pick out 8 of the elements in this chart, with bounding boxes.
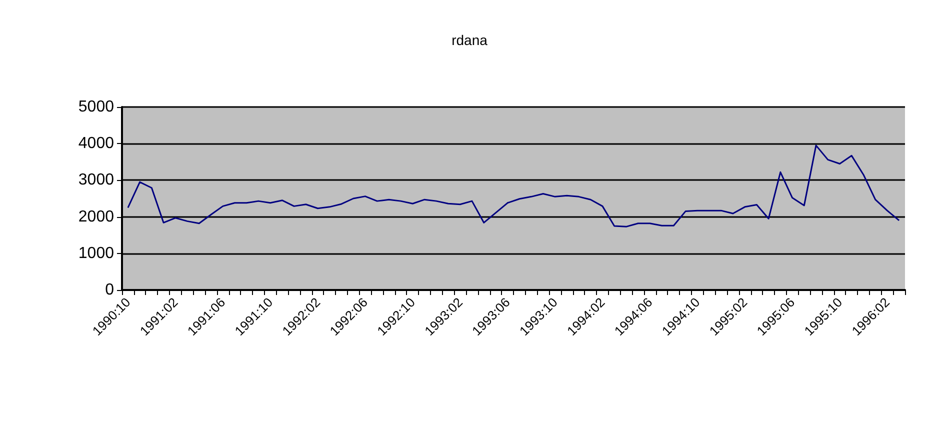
- y-tick-label: 1000: [78, 244, 114, 262]
- y-tick-label: 4000: [78, 135, 114, 152]
- y-tick-label: 2000: [78, 208, 114, 226]
- chart-title: rdana: [452, 32, 488, 48]
- y-tick-label: 0: [105, 282, 114, 298]
- y-tick-label: 3000: [78, 172, 114, 189]
- y-tick-label: 5000: [78, 98, 114, 116]
- line-series: [127, 144, 900, 228]
